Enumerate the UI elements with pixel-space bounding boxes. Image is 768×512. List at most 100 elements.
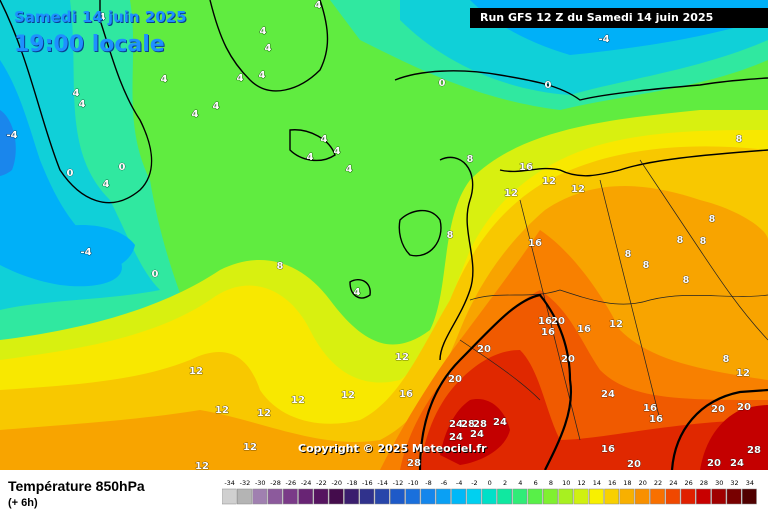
isotherm-label: 0 <box>439 78 446 89</box>
isotherm-label: 20 <box>448 374 462 385</box>
legend-tick-label: -20 <box>331 479 342 487</box>
isotherm-label: 12 <box>257 408 271 419</box>
isotherm-label: 12 <box>736 368 750 379</box>
legend-swatch <box>374 488 390 505</box>
legend-tick-label: 0 <box>488 479 492 487</box>
legend-tick-label: -8 <box>425 479 431 487</box>
legend-swatch <box>665 488 681 505</box>
isotherm-label: 4 <box>99 12 106 23</box>
isotherm-label: 4 <box>321 134 328 145</box>
legend-tick-label: -10 <box>408 479 419 487</box>
isotherm-label: 8 <box>677 235 684 246</box>
legend-tick-label: -16 <box>362 479 373 487</box>
field-deep-red-east <box>700 405 768 470</box>
footer-title: Température 850hPa <box>8 478 145 494</box>
isotherm-label: 28 <box>407 458 421 469</box>
legend-tick-label: 2 <box>503 479 507 487</box>
isotherm-label: 12 <box>189 366 203 377</box>
legend-swatch <box>527 488 543 505</box>
legend-tick-label: -2 <box>471 479 477 487</box>
legend-swatch <box>237 488 252 505</box>
isotherm-label: 12 <box>215 405 229 416</box>
isotherm-bold-east <box>670 388 768 470</box>
legend-swatch <box>222 488 237 505</box>
legend-swatch <box>604 488 620 505</box>
isotherm-label: 12 <box>341 390 355 401</box>
legend-swatch <box>390 488 405 505</box>
legend-swatch <box>344 488 359 505</box>
isotherm-label: -4 <box>80 247 91 258</box>
isotherm-label: 8 <box>625 249 632 260</box>
isotherm-label: 4 <box>213 101 220 112</box>
legend-tick-label: 18 <box>623 479 631 487</box>
legend-tick-label: -12 <box>393 479 404 487</box>
legend-swatch <box>512 488 528 505</box>
isotherm-label: 8 <box>643 260 650 271</box>
isotherm-label: 4 <box>161 74 168 85</box>
legend-tick-label: 24 <box>669 479 677 487</box>
legend-swatch <box>650 488 665 505</box>
legend-swatch <box>726 488 742 505</box>
legend-tick-label: -28 <box>270 479 281 487</box>
isotherm-label: 28 <box>473 419 487 430</box>
legend-swatch <box>328 488 344 505</box>
legend-swatch <box>558 488 574 505</box>
field-minus8-pocket <box>0 110 16 176</box>
isotherm-label: 12 <box>571 184 585 195</box>
isotherm-label: 16 <box>538 316 552 327</box>
isotherm-label: 12 <box>395 352 409 363</box>
isotherm-label: 16 <box>601 444 615 455</box>
legend-tick-label: 12 <box>577 479 585 487</box>
field-minus4-west <box>0 60 122 287</box>
legend-tick-label: 34 <box>746 479 754 487</box>
isotherm-label: 4 <box>192 109 199 120</box>
legend-tick-label: 4 <box>518 479 522 487</box>
isotherm-label: 16 <box>649 414 663 425</box>
isotherm-label: 20 <box>737 402 751 413</box>
legend-swatch <box>451 488 467 505</box>
legend-tick-label: 26 <box>685 479 693 487</box>
legend-tick-label: -18 <box>347 479 358 487</box>
isotherm-label: 8 <box>467 154 474 165</box>
legend-swatch <box>696 488 711 505</box>
isotherm-label: 0 <box>545 80 552 91</box>
isotherm-label: 12 <box>609 319 623 330</box>
isotherm-label: 4 <box>334 146 341 157</box>
isotherm-label: 4 <box>103 179 110 190</box>
legend-swatch <box>359 488 375 505</box>
legend-swatch <box>466 488 482 505</box>
legend-tick-label: 16 <box>608 479 616 487</box>
legend-tick-label: -26 <box>286 479 297 487</box>
legend-tick-label: 28 <box>700 479 708 487</box>
legend-swatch <box>481 488 497 505</box>
isotherm-label: 4 <box>260 26 267 37</box>
isotherm-label: 20 <box>561 354 575 365</box>
isotherm-label: 20 <box>477 344 491 355</box>
isotherm-label: 8 <box>700 236 707 247</box>
isotherm-label: 0 <box>152 269 159 280</box>
legend-tick-label: -14 <box>377 479 388 487</box>
isotherm-label: 4 <box>307 152 314 163</box>
run-info: Run GFS 12 Z du Samedi 14 juin 2025 <box>470 8 768 28</box>
field-deep-red <box>440 399 510 465</box>
isotherm-label: 16 <box>643 403 657 414</box>
legend-tick-label: -4 <box>456 479 462 487</box>
legend-swatch <box>497 488 512 505</box>
isotherm-label: 4 <box>265 43 272 54</box>
legend-tick-label: 22 <box>654 479 662 487</box>
isotherm-label: 16 <box>541 327 555 338</box>
isotherm-label: 0 <box>119 162 126 173</box>
legend-swatch <box>634 488 650 505</box>
legend-swatch <box>298 488 314 505</box>
isotherm-label: 24 <box>470 429 484 440</box>
legend-swatch <box>588 488 604 505</box>
isotherm-label: 8 <box>723 354 730 365</box>
isotherm-label: 4 <box>237 73 244 84</box>
legend-tick-label: 20 <box>639 479 647 487</box>
isotherm-label: 28 <box>747 445 761 456</box>
isotherm-label: 4 <box>259 70 266 81</box>
isotherm-label: 12 <box>291 395 305 406</box>
legend-tick-label: 30 <box>715 479 723 487</box>
